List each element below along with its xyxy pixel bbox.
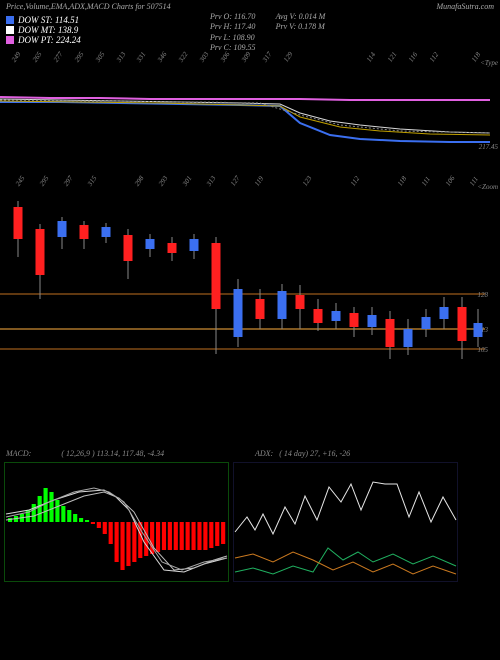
x-axis-label: 116 bbox=[407, 51, 419, 64]
x-axis-label: 277 bbox=[52, 50, 65, 63]
legend-label: DOW ST: 114.51 bbox=[18, 15, 79, 25]
x-axis-label: 119 bbox=[253, 175, 265, 188]
candlestick-panel: 2452952973152982933013131271191231121181… bbox=[0, 179, 500, 389]
x-axis-label: 245 bbox=[14, 174, 27, 187]
stat-item: Avg V: 0.014 M bbox=[276, 12, 326, 22]
x-axis-label: 301 bbox=[181, 174, 194, 187]
adx-title: ADX: bbox=[255, 449, 273, 458]
x-axis-label: 313 bbox=[205, 174, 218, 187]
ema-panel: 2492652772953053133313463223033063093171… bbox=[0, 55, 500, 175]
macd-params: ( 12,26,9 ) 113.14, 117.48, -4.34 bbox=[61, 449, 164, 458]
stat-item: Prv H: 117.40 bbox=[210, 22, 256, 32]
x-axis-label: 346 bbox=[156, 50, 169, 63]
ohlc-stats: Prv O: 116.70Prv H: 117.40Prv L: 108.90 P… bbox=[210, 12, 325, 54]
x-axis-label: 295 bbox=[73, 50, 86, 63]
x-axis-label: 295 bbox=[38, 174, 51, 187]
indicator-header: MACD: ( 12,26,9 ) 113.14, 117.48, -4.34 … bbox=[0, 445, 500, 458]
stat-item: Prv O: 116.70 bbox=[210, 12, 256, 22]
x-axis-label: 121 bbox=[386, 50, 399, 63]
legend-swatch bbox=[6, 36, 14, 44]
x-axis-label: 293 bbox=[157, 174, 170, 187]
x-axis-label: 331 bbox=[135, 50, 148, 63]
x-axis-label: 249 bbox=[10, 50, 23, 63]
chart-title: Price,Volume,EMA,ADX,MACD Charts for 507… bbox=[6, 2, 171, 11]
adx-chart bbox=[233, 462, 458, 582]
x-axis-label: 114 bbox=[365, 51, 377, 64]
x-axis-label: 313 bbox=[115, 50, 128, 63]
x-axis-label: 127 bbox=[229, 174, 242, 187]
x-axis-label: 106 bbox=[444, 174, 457, 187]
indicator-row bbox=[0, 458, 500, 586]
ema-price-mark: 217.45 bbox=[479, 143, 498, 151]
ema-sidecap[interactable]: <Type bbox=[480, 59, 498, 67]
stat-item: Prv L: 108.90 bbox=[210, 33, 256, 43]
x-axis-label: 322 bbox=[177, 50, 190, 63]
x-axis-label: 112 bbox=[349, 175, 361, 188]
legend-swatch bbox=[6, 26, 14, 34]
legend-swatch bbox=[6, 16, 14, 24]
x-axis-label: 297 bbox=[62, 174, 75, 187]
x-axis-label: 305 bbox=[94, 50, 107, 63]
legend-label: DOW PT: 224.24 bbox=[18, 35, 81, 45]
stat-item: Prv V: 0.178 M bbox=[276, 22, 326, 32]
x-axis-label: 118 bbox=[396, 175, 408, 188]
macd-chart bbox=[4, 462, 229, 582]
x-axis-label: 265 bbox=[31, 50, 44, 63]
x-axis-label: 315 bbox=[86, 174, 99, 187]
adx-params: ( 14 day) 27, +16, -26 bbox=[279, 449, 350, 458]
x-axis-label: 112 bbox=[428, 51, 440, 64]
x-axis-label: 111 bbox=[420, 175, 432, 187]
candle-sidecap[interactable]: <Zoom bbox=[477, 183, 498, 191]
macd-title: MACD: bbox=[6, 449, 31, 458]
x-axis-label: 303 bbox=[198, 50, 211, 63]
site-credit: MunafaSutra.com bbox=[436, 2, 494, 11]
x-axis-label: 123 bbox=[301, 174, 314, 187]
x-axis-label: 298 bbox=[133, 174, 146, 187]
legend-label: DOW MT: 138.9 bbox=[18, 25, 78, 35]
